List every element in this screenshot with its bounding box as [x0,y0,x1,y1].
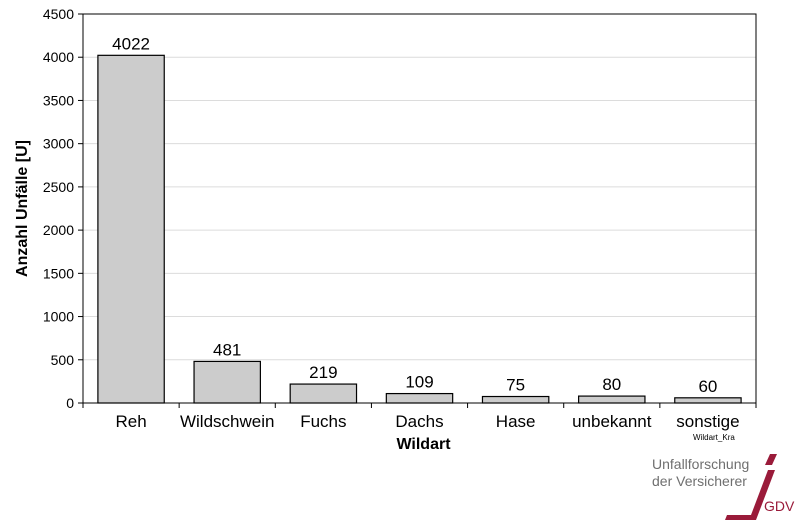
y-tick-label: 4000 [43,49,74,65]
x-category-label: unbekannt [572,412,652,431]
bar-dachs [385,392,454,404]
y-tick-label: 0 [66,395,74,411]
bars [97,54,742,404]
bar-wildschwein [193,360,261,404]
x-category-label: Dachs [395,412,443,431]
y-tick-label: 1500 [43,265,74,281]
grid-lines [83,56,756,361]
bar-value-label: 75 [506,376,525,395]
x-category-label: Wildschwein [180,412,274,431]
x-axis-categories: Reh Wildschwein Fuchs Dachs Hase unbekannt son… [82,403,757,431]
y-axis-title: Anzahl Unfälle [U] [14,140,31,277]
y-tick-label: 2000 [43,222,74,238]
x-category-label: Hase [496,412,536,431]
bar-value-label: 4022 [112,34,150,53]
y-tick-label: 3000 [43,136,74,152]
gdv-slash-icon [725,454,777,520]
y-axis-ticks: 0 500 1000 1500 2000 2500 3000 3500 4000 4500 [43,6,83,411]
y-tick-label: 3500 [43,92,74,108]
x-category-label: Reh [115,412,146,431]
bar-hase [481,395,550,404]
bar-value-label: 219 [309,363,337,382]
bar-value-label: 109 [405,373,433,392]
bar-value-label: 60 [698,377,717,396]
x-category-label: sonstige [676,412,739,431]
y-tick-label: 500 [51,352,75,368]
bar-sonstige [674,397,742,404]
y-tick-label: 1000 [43,309,74,325]
y-tick-label: 4500 [43,6,74,22]
chart-footnote: Wildart_Kra [693,433,735,442]
logo-text-line1: Unfallforschung [652,456,750,472]
logo-text-line2: der Versicherer [652,473,747,489]
value-labels: 4022 481 219 109 75 80 60 [112,34,717,395]
x-axis-title: Wildart [396,436,451,453]
bar-reh [97,54,165,404]
plot-area-frame [82,13,757,404]
bar-value-label: 80 [602,375,621,394]
x-category-label: Fuchs [300,412,346,431]
y-tick-label: 2500 [43,179,74,195]
bar-fuchs [289,383,358,404]
bar-unbekannt [578,395,646,404]
gdv-logo: Unfallforschung der Versicherer GDV [640,452,798,522]
logo-gdv-text: GDV [764,498,795,514]
bar-value-label: 481 [213,340,241,359]
